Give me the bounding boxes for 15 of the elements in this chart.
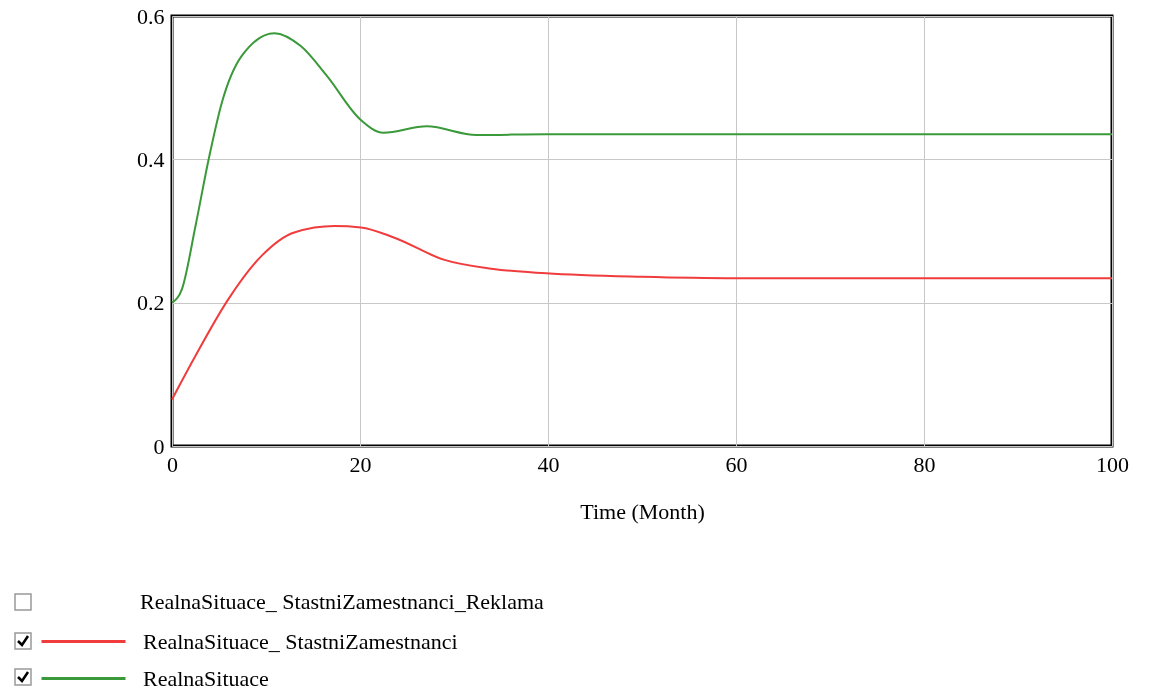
line-series	[171, 32, 1113, 304]
text: RealnaSituace_ StastniZamestnanci_Reklama	[140, 589, 544, 614]
x-tick-label: 100	[1096, 451, 1129, 477]
y-tick-label: 0.4	[137, 146, 165, 172]
x-axis-title: Time (Month)	[580, 498, 705, 524]
y-tick-label: 0	[153, 433, 165, 459]
legend-label: RealnaSituace_ StastniZamestnanci	[143, 628, 458, 654]
line-series	[171, 224, 1113, 401]
x-tick-label: 60	[725, 451, 748, 477]
y-tick-label: 0.6	[137, 3, 165, 29]
x-tick-label: 20	[349, 451, 372, 477]
y-tick-label: 0.2	[137, 290, 165, 316]
legend-label: RealnaSituace	[143, 665, 269, 691]
x-tick-label: 40	[537, 451, 560, 477]
x-tick-label: 80	[913, 451, 936, 477]
